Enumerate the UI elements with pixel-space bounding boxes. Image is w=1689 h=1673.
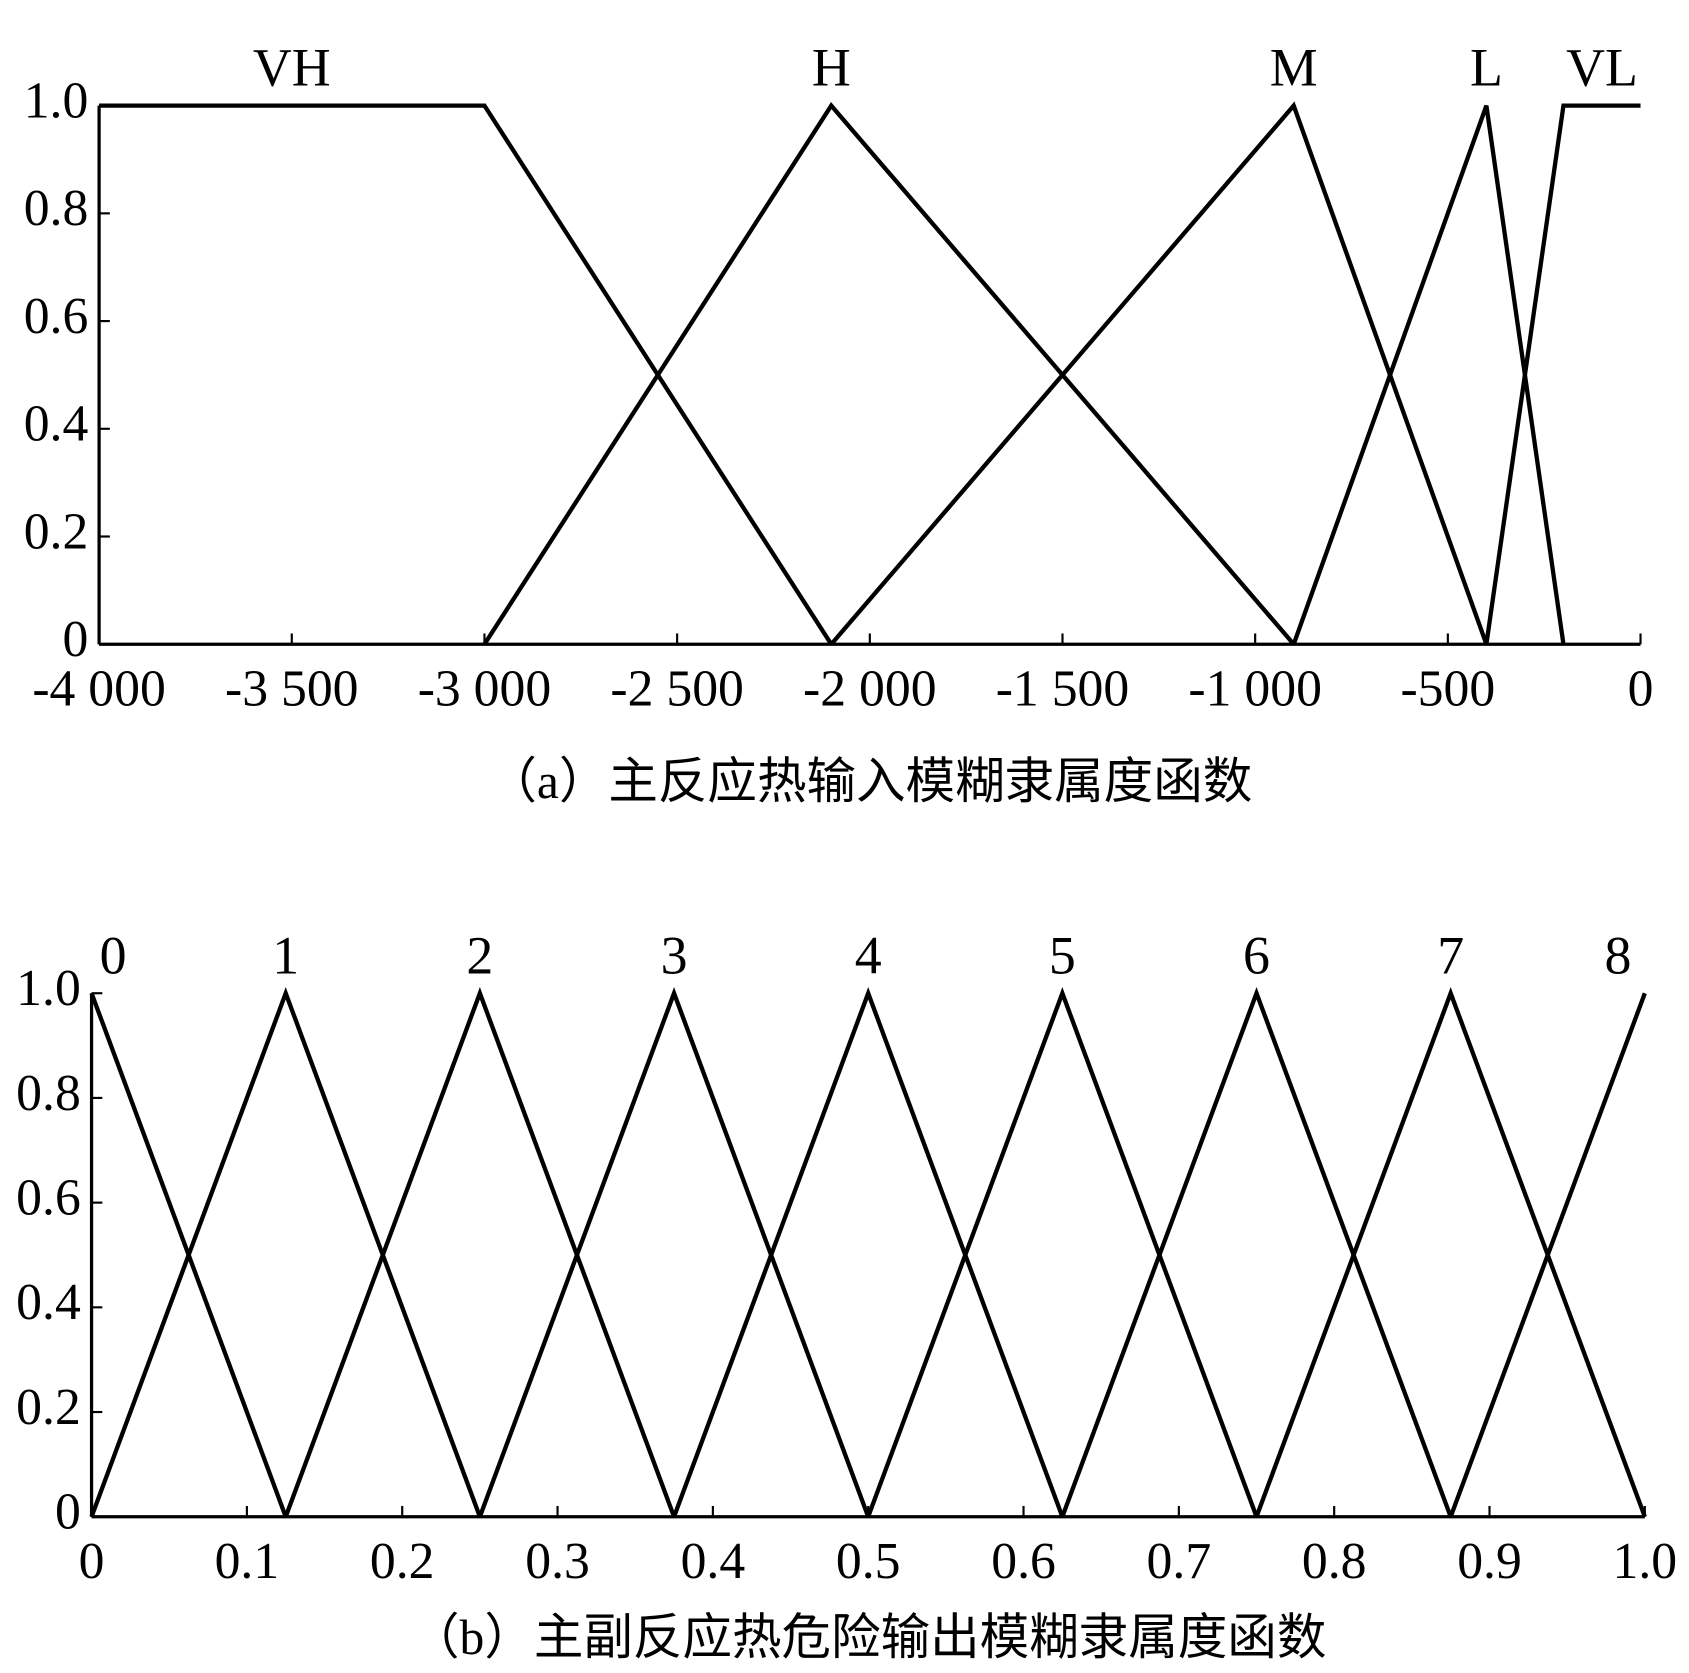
x-tick-label: 0.2 bbox=[370, 1533, 435, 1590]
series-line bbox=[1484, 103, 1641, 645]
y-tick-label: 0.2 bbox=[16, 1379, 81, 1436]
x-tick-label: 0.5 bbox=[836, 1533, 901, 1590]
series-label: M bbox=[1270, 38, 1318, 98]
series-label: 1 bbox=[272, 925, 299, 985]
y-tick-label: 0.2 bbox=[24, 503, 89, 560]
series-line bbox=[482, 102, 1296, 646]
series-label: 0 bbox=[100, 925, 127, 985]
y-tick-label: 0.6 bbox=[16, 1169, 81, 1226]
series-label: H bbox=[812, 38, 851, 98]
series-line bbox=[99, 103, 834, 646]
chart: -4 000 -3 500 -3 000 -2 500 -2 000 -1 500 -1 0… bbox=[24, 38, 1654, 809]
series-line bbox=[672, 987, 1065, 1518]
y-tick-label: 0.8 bbox=[16, 1065, 81, 1122]
x-tick-label: 0 bbox=[79, 1533, 105, 1590]
x-tick-label: -2 000 bbox=[803, 661, 937, 718]
series-label: 8 bbox=[1604, 925, 1631, 985]
y-tick-label: 0.8 bbox=[24, 180, 89, 237]
x-tick-label: 0.8 bbox=[1302, 1533, 1367, 1590]
series-line bbox=[829, 101, 1489, 646]
chart-caption: （a）主反应热输入模糊隶属度函数 bbox=[487, 754, 1252, 809]
series-line bbox=[89, 987, 482, 1518]
y-tick-label: 0.6 bbox=[24, 288, 89, 345]
x-tick-label: -3 500 bbox=[225, 661, 359, 718]
x-tick-label: -3 000 bbox=[418, 661, 552, 718]
x-tick-label: -4 000 bbox=[32, 661, 166, 718]
series-line bbox=[283, 987, 677, 1518]
x-tick-label: -2 500 bbox=[610, 661, 744, 718]
series-label: 4 bbox=[855, 925, 882, 985]
x-tick-label: -1 500 bbox=[996, 661, 1130, 718]
x-tick-label: 0.7 bbox=[1147, 1533, 1212, 1590]
x-tick-label: 0 bbox=[1628, 661, 1654, 718]
x-tick-label: -500 bbox=[1400, 661, 1495, 718]
y-tick-label: 0 bbox=[62, 611, 88, 668]
series-label: 2 bbox=[466, 925, 493, 985]
y-tick-label: 0.4 bbox=[16, 1274, 81, 1331]
series-line bbox=[1060, 987, 1453, 1518]
chart-caption: （b）主副反应热危险输出模糊隶属度函数 bbox=[410, 1610, 1326, 1665]
x-tick-label: 0.3 bbox=[525, 1533, 590, 1590]
x-tick-label: 0.1 bbox=[215, 1533, 280, 1590]
x-tick-label: 0.4 bbox=[681, 1533, 746, 1590]
series-line bbox=[866, 987, 1259, 1518]
series-line bbox=[1448, 992, 1647, 1518]
chart: 0 0.1 0.2 0.3 0.4 0.5 0.6 0.7 0.8 0.9 1.0 0 0.2 0.4 0.… bbox=[16, 925, 1677, 1665]
series-line bbox=[1254, 987, 1647, 1518]
series-label: 6 bbox=[1243, 925, 1270, 985]
x-tick-label: -1 000 bbox=[1188, 661, 1322, 718]
series-label: VL bbox=[1566, 38, 1638, 98]
x-tick-label: 0.9 bbox=[1457, 1533, 1522, 1590]
series-label: 3 bbox=[661, 925, 688, 985]
x-tick-label: 0.6 bbox=[991, 1533, 1056, 1590]
series-label: 7 bbox=[1437, 925, 1464, 985]
y-tick-label: 1.0 bbox=[16, 960, 81, 1017]
series-label: 5 bbox=[1049, 925, 1076, 985]
y-tick-label: 1.0 bbox=[24, 73, 89, 130]
x-tick-label: 1.0 bbox=[1613, 1533, 1678, 1590]
y-tick-label: 0 bbox=[55, 1484, 81, 1541]
series-label: VH bbox=[253, 38, 331, 98]
series-line bbox=[1291, 104, 1566, 645]
series-line bbox=[477, 987, 871, 1518]
y-tick-label: 0.4 bbox=[24, 396, 89, 453]
series-label: L bbox=[1470, 38, 1503, 98]
